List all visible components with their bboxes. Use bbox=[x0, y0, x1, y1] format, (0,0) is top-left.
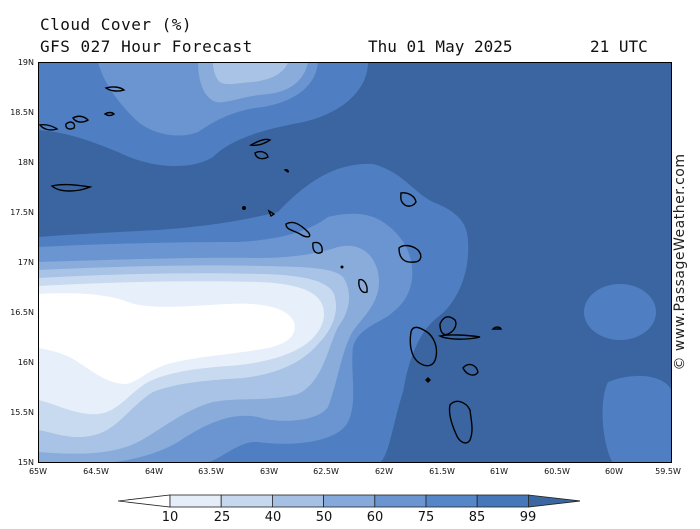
legend-swatch bbox=[169, 494, 222, 508]
legend-swatch bbox=[374, 494, 427, 508]
lat-label: 19N bbox=[17, 58, 34, 67]
culebra-coast bbox=[38, 124, 59, 131]
legend-swatch bbox=[476, 494, 529, 508]
barbuda-coast bbox=[398, 244, 422, 263]
st-john-coast bbox=[72, 115, 90, 123]
map-title: Cloud Cover (%) bbox=[40, 15, 192, 34]
lon-label: 61.5W bbox=[429, 467, 455, 476]
legend-label: 40 bbox=[264, 510, 282, 525]
lon-label: 64W bbox=[144, 467, 164, 476]
st-thomas-coast bbox=[65, 121, 76, 130]
cloud-band-85 bbox=[584, 284, 656, 340]
cloud-cover-map bbox=[38, 62, 672, 463]
island-dots bbox=[242, 206, 430, 382]
lon-label: 60.5W bbox=[544, 467, 570, 476]
watermark-text: © www.PassageWeather.com bbox=[672, 153, 688, 371]
map-panel: 19N 18.5N 18N 17.5N 17N 16.5N 16N 15.5N … bbox=[10, 58, 672, 467]
st-barts-coast bbox=[283, 169, 289, 173]
anguilla-coast bbox=[248, 138, 272, 146]
legend-swatch bbox=[323, 494, 376, 508]
lat-label: 17N bbox=[17, 258, 34, 267]
les-saintes-dot bbox=[426, 378, 430, 382]
guadeloupe-coast bbox=[409, 316, 481, 367]
lat-label: 18N bbox=[17, 158, 34, 167]
saba-coast bbox=[267, 209, 276, 218]
cloud-band-85 bbox=[602, 375, 672, 463]
map-frame bbox=[38, 62, 672, 463]
coastlines bbox=[38, 86, 503, 444]
legend-label: 75 bbox=[417, 510, 435, 525]
montserrat-coast bbox=[358, 278, 368, 294]
legend-label: 50 bbox=[315, 510, 333, 525]
lat-label: 15.5N bbox=[10, 408, 34, 417]
lon-label: 62.5W bbox=[313, 467, 339, 476]
legend-label: 99 bbox=[519, 510, 537, 525]
cloud-band-10 bbox=[38, 293, 295, 384]
forecast-time: 21 UTC bbox=[590, 37, 648, 56]
lon-label: 59.5W bbox=[655, 467, 681, 476]
legend-label: 10 bbox=[161, 510, 179, 525]
forecast-date: Thu 01 May 2025 bbox=[368, 37, 513, 56]
st-martin-coast bbox=[254, 150, 269, 160]
lat-label: 15N bbox=[17, 458, 34, 467]
legend-label: 85 bbox=[468, 510, 486, 525]
color-legend: 10 25 40 50 60 75 85 99 bbox=[118, 493, 580, 529]
lon-label: 61W bbox=[489, 467, 509, 476]
nevis-coast bbox=[312, 241, 323, 254]
cloud-band-50 bbox=[213, 62, 288, 85]
legend-swatch bbox=[425, 494, 478, 508]
st-kitts-coast bbox=[285, 221, 311, 238]
forecast-label: GFS 027 Hour Forecast bbox=[40, 37, 253, 56]
antigua-coast bbox=[400, 192, 417, 207]
legend-swatch bbox=[220, 494, 273, 508]
dominica-coast bbox=[448, 400, 473, 444]
legend-colorbar bbox=[118, 494, 580, 508]
lat-label: 18.5N bbox=[10, 108, 34, 117]
lon-label: 63W bbox=[259, 467, 279, 476]
lat-label: 17.5N bbox=[10, 208, 34, 217]
lon-label: 65W bbox=[28, 467, 48, 476]
puerto-rico-coast bbox=[104, 86, 126, 92]
sombrero-dot bbox=[242, 206, 246, 210]
lon-label: 60W bbox=[604, 467, 624, 476]
legend-arrow-low bbox=[118, 494, 171, 508]
vieques-coast bbox=[103, 111, 116, 117]
lon-label: 64.5W bbox=[83, 467, 109, 476]
legend-swatch bbox=[271, 494, 324, 508]
lat-label: 16N bbox=[17, 358, 34, 367]
legend-arrow-high bbox=[527, 494, 580, 508]
marie-galante-coast bbox=[462, 363, 479, 376]
lat-label: 16.5N bbox=[10, 308, 34, 317]
legend-label: 60 bbox=[366, 510, 384, 525]
redonda-dot bbox=[340, 265, 344, 269]
lon-label: 62W bbox=[374, 467, 394, 476]
st-croix-coast bbox=[50, 183, 93, 192]
legend-label: 25 bbox=[213, 510, 231, 525]
desirade-coast bbox=[491, 326, 503, 330]
lon-label: 63.5W bbox=[198, 467, 224, 476]
